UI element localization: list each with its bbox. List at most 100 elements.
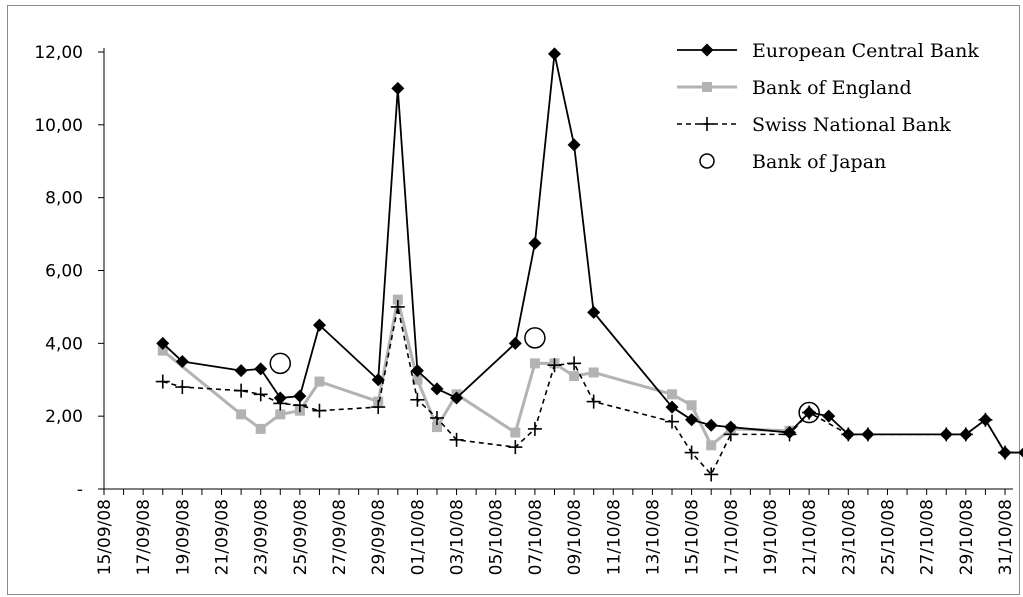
data-point (684, 445, 699, 460)
data-point (822, 409, 836, 423)
data-point (586, 394, 601, 409)
data-point (700, 117, 714, 131)
data-point (157, 345, 168, 356)
legend-label: European Central Bank (752, 40, 979, 62)
data-point (724, 420, 738, 434)
legend-item: Bank of England (677, 77, 912, 99)
x-tick-label: 17/09/08 (134, 499, 154, 575)
y-tick-label: 2,00 (45, 407, 83, 427)
data-point (529, 358, 540, 369)
data-point (706, 440, 717, 451)
data-point (841, 427, 855, 441)
data-point (254, 362, 268, 376)
data-point (548, 47, 561, 61)
data-point (410, 392, 425, 407)
data-point (156, 336, 170, 350)
data-point (255, 423, 266, 434)
data-point (390, 299, 405, 314)
data-point (998, 446, 1012, 460)
x-tick-label: 27/09/08 (330, 499, 350, 575)
series-line (162, 306, 1023, 476)
x-tick-label: 15/10/08 (683, 499, 703, 575)
y-tick-label: 8,00 (45, 189, 83, 209)
data-point (269, 352, 292, 375)
data-point (704, 418, 718, 432)
data-point (1018, 447, 1023, 458)
data-point (783, 426, 797, 440)
x-tick-label: 29/10/08 (957, 499, 977, 575)
data-point (234, 383, 249, 398)
legend-marker (699, 153, 715, 169)
data-point (798, 401, 820, 424)
legend-label: Swiss National Bank (752, 114, 951, 136)
data-point (587, 305, 601, 319)
x-tick-label: 29/09/08 (369, 499, 389, 575)
data-point (429, 410, 444, 425)
data-point (939, 427, 953, 441)
data-point (510, 427, 521, 438)
y-tick-label: 6,00 (45, 262, 83, 282)
chart-frame (7, 5, 1020, 595)
y-tick-label: 10,00 (34, 116, 83, 136)
x-tick-label: 23/10/08 (839, 499, 859, 575)
data-point (547, 358, 562, 373)
data-point (978, 413, 992, 427)
x-tick-label: 01/10/08 (408, 499, 428, 575)
x-tick-label: 21/10/08 (800, 499, 820, 575)
data-point (273, 391, 287, 405)
data-point (312, 403, 327, 418)
data-point (253, 387, 268, 402)
legend-item: Swiss National Bank (677, 114, 951, 136)
data-point (508, 440, 523, 455)
x-tick-label: 25/10/08 (878, 499, 898, 575)
data-point (685, 413, 699, 427)
legend-item: Bank of Japan (699, 151, 886, 173)
data-point (802, 406, 816, 420)
data-point (569, 371, 580, 382)
data-point (430, 382, 444, 396)
x-tick-label: 31/10/08 (996, 499, 1016, 575)
data-point (275, 409, 286, 420)
legend: European Central Bank Bank of England Swis… (677, 40, 979, 173)
x-axis: 15/09/08 17/09/08 19/09/08 21/09/08 23/09/08… (95, 488, 1016, 575)
data-point (527, 421, 542, 436)
x-tick-label: 05/10/08 (487, 499, 507, 575)
data-point (234, 364, 248, 378)
data-point (508, 336, 522, 350)
x-tick-label: 11/10/08 (604, 499, 624, 575)
data-point (450, 391, 464, 405)
data-point (567, 356, 582, 371)
data-point (665, 400, 679, 414)
x-tick-label: 03/10/08 (448, 499, 468, 575)
data-point (702, 82, 712, 92)
y-tick-label: 12,00 (34, 43, 83, 63)
x-tick-label: 13/10/08 (643, 499, 663, 575)
data-point (155, 374, 170, 389)
x-tick-label: 27/10/08 (918, 499, 938, 575)
data-point (588, 367, 599, 378)
data-point (861, 427, 875, 441)
data-point (236, 409, 247, 420)
x-tick-label: 21/09/08 (213, 499, 233, 575)
data-point (371, 400, 386, 415)
data-point (431, 422, 442, 433)
data-point (391, 81, 405, 95)
series-bank-of-japan (269, 327, 820, 424)
y-tick-label: 4,00 (45, 334, 83, 354)
data-point (449, 432, 464, 447)
legend-label: Bank of Japan (752, 151, 886, 173)
y-tick-label: - (77, 480, 83, 500)
data-point (665, 414, 680, 429)
x-tick-label: 25/09/08 (291, 499, 311, 575)
data-point (371, 373, 385, 387)
series-layer (155, 47, 1023, 482)
x-tick-label: 09/10/08 (565, 499, 585, 575)
x-tick-label: 17/10/08 (722, 499, 742, 575)
data-point (412, 374, 423, 385)
series-european-central-bank (156, 47, 1023, 460)
data-point (312, 318, 326, 332)
data-point (704, 467, 719, 482)
data-point (667, 389, 678, 400)
legend-label: Bank of England (752, 77, 912, 99)
